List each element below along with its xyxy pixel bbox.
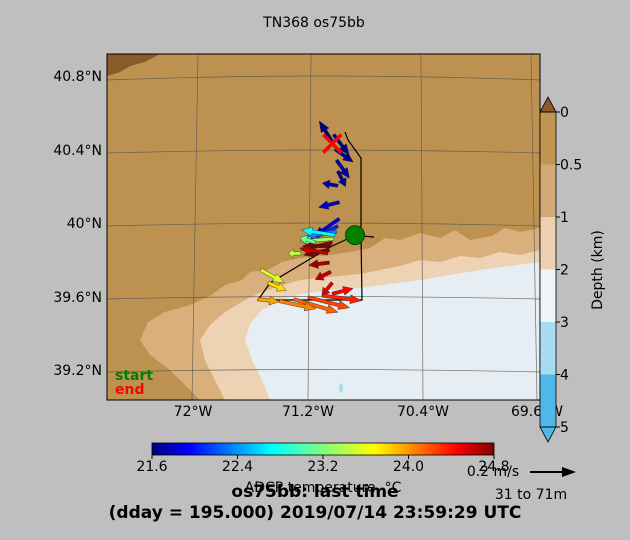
lon-tick-label: 72°W	[174, 404, 213, 420]
lat-tick-label: 40.8°N	[53, 69, 102, 85]
depth-tick-label: 2	[560, 263, 569, 279]
depth-tick-label: 3	[560, 315, 569, 331]
ship-track	[256, 131, 375, 301]
velocity-arrow	[300, 226, 336, 238]
lat-tick-label: 40.4°N	[53, 143, 102, 159]
velocity-arrow	[314, 269, 332, 281]
lat-tick-label: 39.2°N	[53, 363, 102, 379]
depth-colorbar-top-cap	[539, 96, 557, 113]
start-marker	[345, 225, 365, 246]
depth-tick-label: 4	[560, 368, 569, 384]
velocity-arrow	[287, 248, 302, 259]
temperature-colorbar-label: ADCP temperature, °C	[245, 480, 402, 496]
depth-color-segment	[540, 112, 556, 165]
depth-tick-label: 5	[560, 420, 569, 436]
reference-depth-label: 31 to 71m	[495, 487, 567, 503]
map-area	[107, 54, 540, 400]
velocity-arrow	[298, 245, 329, 256]
velocity-arrow	[278, 299, 317, 312]
temperature-tick-label: 22.4	[222, 459, 253, 475]
chart-title: TN368 os75bb	[262, 15, 365, 31]
velocity-arrow	[308, 259, 330, 269]
velocity-arrow	[267, 280, 287, 292]
depth-color-segment	[540, 217, 556, 270]
velocity-arrow	[307, 295, 351, 310]
lat-tick-label: 39.6°N	[53, 290, 102, 306]
velocity-arrow	[336, 170, 347, 188]
depth-colorbar-bottom-cap	[539, 426, 557, 443]
subtitle-line-1: os75bb: last time	[231, 482, 399, 502]
velocity-arrow	[331, 286, 354, 296]
velocity-arrow	[299, 235, 316, 245]
velocity-arrow	[334, 158, 350, 179]
depth-colorbar-label: Depth (km)	[590, 230, 606, 310]
depth-color-segment	[540, 164, 556, 218]
start-legend-label: start	[115, 368, 153, 384]
depth-color-segment	[540, 322, 556, 375]
lon-tick-label: 70.4°W	[397, 404, 449, 420]
velocity-arrow	[257, 295, 280, 306]
velocity-arrow	[321, 179, 339, 190]
depth-tick-label: 0	[560, 105, 569, 121]
depth-colorbar: 0 0.5 1 2 3 4 5 Depth (km)	[539, 96, 606, 443]
velocity-arrow	[321, 293, 362, 304]
reference-vector: 0.2 m/s 31 to 71m	[467, 464, 576, 503]
velocity-arrow	[293, 297, 339, 314]
lon-tick-label: 71.2°W	[282, 404, 334, 420]
subtitle-line-2: (dday = 195.000) 2019/07/14 23:59:29 UTC	[108, 503, 522, 523]
deep-spot	[339, 383, 343, 393]
end-marker	[321, 133, 343, 154]
velocity-arrow	[318, 200, 341, 210]
depth-tick-label: 0.5	[560, 158, 582, 174]
temperature-colorbar-gradient	[151, 442, 495, 456]
dark-land-patch	[107, 54, 160, 76]
temperature-colorbar: 21.6 22.4 23.2 24.0 24.8 ADCP temperature, °…	[136, 442, 510, 496]
depth-tick-label: 1	[560, 210, 569, 226]
velocity-arrow	[259, 268, 285, 284]
temperature-tick-label: 23.2	[307, 459, 338, 475]
reference-arrow-head	[562, 467, 576, 477]
reference-speed-label: 0.2 m/s	[467, 464, 519, 480]
depth-color-segment	[540, 374, 556, 428]
temperature-tick-label: 21.6	[136, 459, 167, 475]
temperature-tick-label: 24.8	[478, 459, 509, 475]
temperature-tick-label: 24.0	[393, 459, 424, 475]
lat-tick-label: 40°N	[67, 216, 102, 232]
end-legend-label: end	[115, 382, 144, 398]
depth-color-segment	[540, 269, 556, 323]
